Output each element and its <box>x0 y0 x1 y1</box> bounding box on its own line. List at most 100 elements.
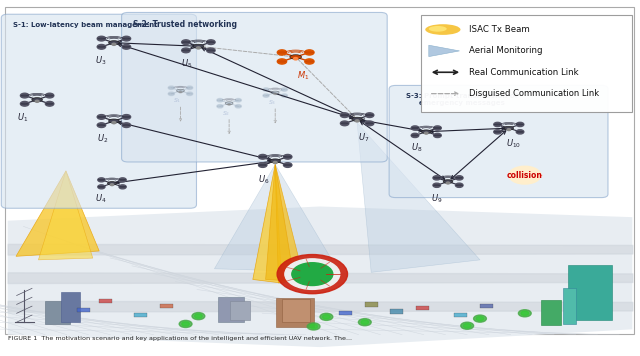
Circle shape <box>507 129 511 131</box>
Circle shape <box>456 183 463 187</box>
Circle shape <box>45 93 54 98</box>
Circle shape <box>509 166 541 184</box>
Polygon shape <box>38 171 93 260</box>
Circle shape <box>456 176 463 180</box>
Circle shape <box>305 59 314 64</box>
Circle shape <box>20 101 29 106</box>
Circle shape <box>259 155 267 159</box>
Circle shape <box>461 322 474 329</box>
Text: $U_{10}$: $U_{10}$ <box>506 138 522 150</box>
Circle shape <box>277 59 287 64</box>
Circle shape <box>340 121 349 126</box>
Polygon shape <box>275 164 304 283</box>
Circle shape <box>521 311 529 315</box>
Circle shape <box>277 50 287 55</box>
Circle shape <box>207 40 215 44</box>
Circle shape <box>119 185 126 189</box>
Circle shape <box>361 320 369 324</box>
Bar <box>365 302 378 307</box>
Ellipse shape <box>32 98 42 102</box>
Text: S-3: Prompt transmission of
emergency messages: S-3: Prompt transmission of emergency me… <box>406 93 518 106</box>
Ellipse shape <box>193 44 204 48</box>
Circle shape <box>274 93 276 95</box>
Circle shape <box>284 163 292 167</box>
Circle shape <box>355 120 359 122</box>
Circle shape <box>186 86 193 89</box>
Circle shape <box>474 315 486 322</box>
Bar <box>454 313 467 317</box>
Circle shape <box>518 310 531 317</box>
Bar <box>134 313 147 317</box>
Circle shape <box>285 259 340 289</box>
Bar <box>339 311 352 315</box>
Circle shape <box>263 88 269 91</box>
Circle shape <box>307 323 320 330</box>
Circle shape <box>412 126 419 130</box>
Polygon shape <box>253 164 282 283</box>
Text: $U_3$: $U_3$ <box>95 54 107 67</box>
FancyBboxPatch shape <box>122 12 387 162</box>
Circle shape <box>340 113 349 117</box>
Circle shape <box>97 44 106 49</box>
FancyBboxPatch shape <box>421 15 632 112</box>
Ellipse shape <box>422 130 431 134</box>
Circle shape <box>259 163 267 167</box>
Ellipse shape <box>504 126 513 130</box>
Circle shape <box>122 115 131 119</box>
Bar <box>99 299 112 303</box>
Circle shape <box>277 255 348 294</box>
Circle shape <box>433 183 440 187</box>
Circle shape <box>97 123 106 127</box>
Circle shape <box>217 105 223 108</box>
Ellipse shape <box>270 159 280 163</box>
Polygon shape <box>214 164 339 272</box>
Circle shape <box>179 91 182 93</box>
Circle shape <box>122 123 131 127</box>
Polygon shape <box>266 164 294 281</box>
Ellipse shape <box>109 119 119 123</box>
Text: $U_1$: $U_1$ <box>17 111 29 124</box>
Text: $U_5$: $U_5$ <box>181 58 193 70</box>
Text: collision: collision <box>507 171 543 180</box>
Ellipse shape <box>109 41 119 45</box>
Circle shape <box>119 178 126 182</box>
Text: $S_2$: $S_2$ <box>222 109 230 117</box>
Circle shape <box>97 115 106 119</box>
Text: $U_8$: $U_8$ <box>411 141 422 154</box>
Circle shape <box>196 47 200 49</box>
Circle shape <box>182 40 190 44</box>
Circle shape <box>463 324 471 328</box>
Circle shape <box>273 161 277 163</box>
Circle shape <box>122 44 131 49</box>
Circle shape <box>168 86 175 89</box>
Circle shape <box>320 313 333 320</box>
Circle shape <box>182 48 190 53</box>
Bar <box>45 301 70 324</box>
Bar <box>480 304 493 308</box>
Circle shape <box>228 104 230 105</box>
Bar <box>282 299 310 322</box>
Circle shape <box>365 121 374 126</box>
Circle shape <box>207 48 215 53</box>
Text: S-2: Trusted networking: S-2: Trusted networking <box>133 20 237 29</box>
Circle shape <box>476 316 484 321</box>
FancyBboxPatch shape <box>1 14 196 208</box>
Text: Real Communication Link: Real Communication Link <box>469 68 579 77</box>
Circle shape <box>217 99 223 102</box>
Bar <box>390 309 403 314</box>
Ellipse shape <box>108 182 116 185</box>
Circle shape <box>434 126 441 130</box>
FancyBboxPatch shape <box>389 85 608 198</box>
Bar <box>61 292 80 322</box>
Circle shape <box>516 130 524 134</box>
Text: $S_1$: $S_1$ <box>173 96 182 105</box>
Bar <box>218 297 244 322</box>
Bar <box>416 306 429 310</box>
Text: Aerial Monitoring: Aerial Monitoring <box>469 46 543 56</box>
Circle shape <box>305 50 314 55</box>
Text: ISAC Tx Beam: ISAC Tx Beam <box>469 25 530 34</box>
Circle shape <box>294 58 298 60</box>
Text: $U_6$: $U_6$ <box>258 173 269 186</box>
Circle shape <box>98 178 105 182</box>
Ellipse shape <box>444 180 452 183</box>
